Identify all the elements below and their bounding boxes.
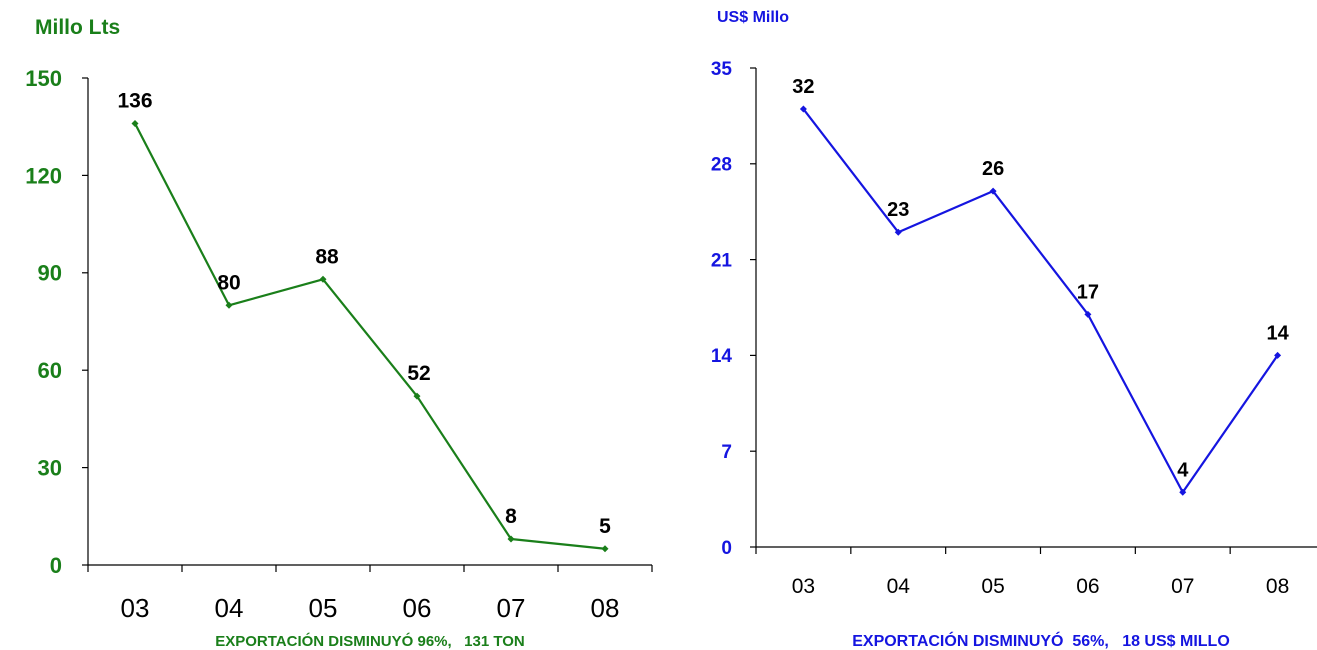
data-point — [413, 392, 421, 400]
data-point — [1179, 488, 1187, 496]
y-tick-label: 30 — [38, 456, 62, 481]
data-point — [225, 301, 233, 309]
data-point — [894, 228, 902, 236]
x-tick-label: 08 — [591, 593, 620, 623]
data-label: 136 — [117, 89, 152, 112]
y-tick-label: 120 — [25, 163, 62, 188]
x-tick-label: 07 — [497, 593, 526, 623]
data-point — [1084, 310, 1092, 318]
data-point — [507, 535, 515, 543]
data-label: 4 — [1177, 459, 1189, 481]
data-label: 32 — [792, 76, 814, 98]
data-label: 26 — [982, 158, 1004, 180]
x-tick-label: 03 — [792, 575, 815, 598]
x-tick-label: 05 — [981, 575, 1004, 598]
data-point — [131, 119, 139, 127]
data-point — [989, 187, 997, 195]
data-point — [601, 545, 609, 553]
y-axis-title: Millo Lts — [35, 16, 120, 39]
y-tick-label: 28 — [711, 155, 732, 176]
y-tick-label: 90 — [38, 261, 62, 286]
x-tick-label: 08 — [1266, 575, 1289, 598]
x-tick-label: 06 — [403, 593, 432, 623]
data-label: 5 — [599, 515, 611, 538]
x-tick-label: 06 — [1076, 575, 1099, 598]
y-tick-label: 0 — [50, 553, 62, 578]
data-point — [1274, 351, 1282, 359]
data-label: 23 — [887, 199, 909, 221]
y-tick-label: 35 — [711, 59, 733, 80]
x-tick-label: 03 — [121, 593, 150, 623]
x-tick-label: 04 — [887, 575, 911, 598]
series-line — [134, 122, 606, 550]
y-tick-label: 21 — [711, 250, 733, 271]
x-tick-label: 05 — [309, 593, 338, 623]
y-tick-label: 0 — [721, 538, 732, 559]
y-tick-label: 7 — [721, 442, 732, 463]
chart-caption: EXPORTACIÓN DISMINUYÓ 96%, 131 TON — [215, 632, 525, 650]
y-tick-label: 14 — [711, 346, 733, 367]
data-point — [799, 105, 807, 113]
chart-caption: EXPORTACIÓN DISMINUYÓ 56%, 18 US$ MILLO — [852, 631, 1230, 650]
x-tick-label: 04 — [215, 593, 244, 623]
data-label: 14 — [1266, 322, 1289, 344]
data-label: 88 — [315, 245, 339, 268]
series-line — [802, 108, 1279, 494]
y-axis-title: US$ Millo — [717, 9, 789, 26]
data-label: 8 — [505, 505, 517, 528]
y-tick-label: 150 — [25, 66, 62, 91]
data-label: 52 — [407, 362, 430, 385]
data-label: 17 — [1077, 281, 1099, 303]
y-tick-label: 60 — [38, 358, 62, 383]
data-point — [319, 275, 327, 283]
x-tick-label: 07 — [1171, 575, 1194, 598]
data-label: 80 — [217, 271, 240, 294]
